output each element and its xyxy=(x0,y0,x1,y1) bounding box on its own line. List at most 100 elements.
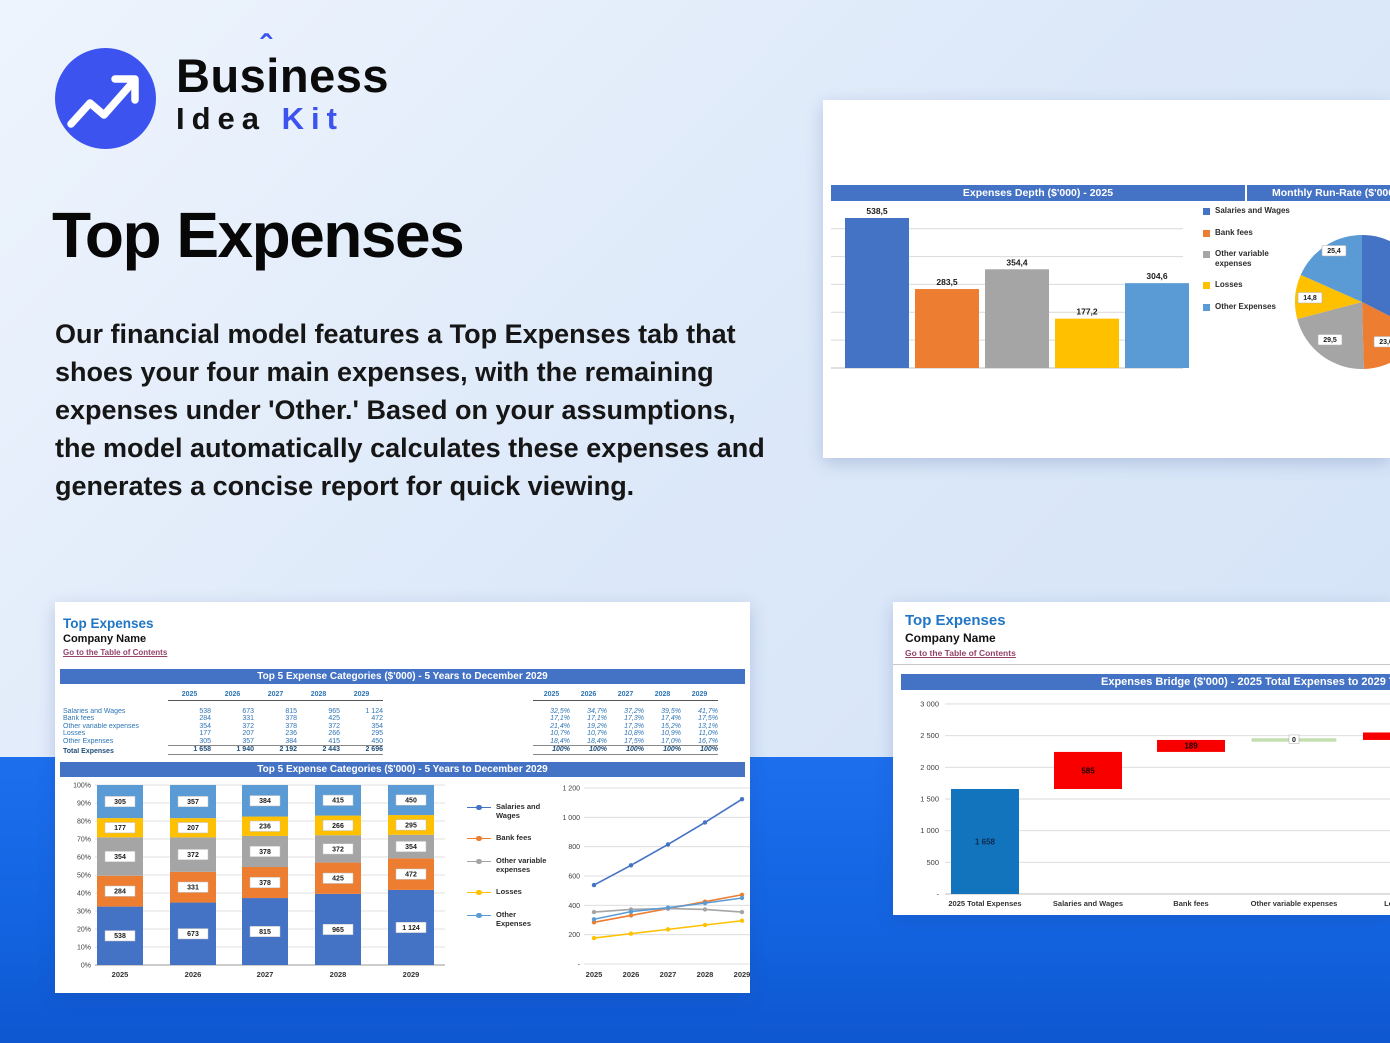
svg-text:Salaries and Wages: Salaries and Wages xyxy=(1053,899,1123,908)
svg-text:177,2: 177,2 xyxy=(1076,307,1098,317)
svg-text:2026: 2026 xyxy=(623,970,640,979)
svg-text:30%: 30% xyxy=(77,909,91,916)
svg-text:965: 965 xyxy=(332,927,344,934)
svg-text:538,5: 538,5 xyxy=(866,206,888,216)
legend-label: Other Expenses xyxy=(496,910,532,928)
svg-text:177: 177 xyxy=(114,825,126,832)
legend-item: Salaries and Wages xyxy=(467,802,553,820)
pie-slice-Other Expenses xyxy=(1300,235,1362,302)
svg-text:800: 800 xyxy=(568,844,580,851)
svg-text:60%: 60% xyxy=(77,855,91,862)
legend-label: Losses xyxy=(496,887,522,896)
table-of-contents-link[interactable]: Go to the Table of Contents xyxy=(63,648,168,657)
svg-text:2028: 2028 xyxy=(330,970,347,979)
screenshot-top5-categories: Top Expenses Company Name Go to the Tabl… xyxy=(55,602,750,993)
expenses-bridge-waterfall-chart: 3 000 2 500 2 000 1 500 1 000 500 - 1 658 2025 T… xyxy=(920,699,1390,908)
brand-logo: Bus ˆ iness Idea Kit xyxy=(176,29,389,136)
table-total-row: Total Expenses 1 658 1 940 2 192 2 443 2 696 1… xyxy=(63,744,718,755)
legend-item: Bank fees xyxy=(467,833,553,843)
svg-text:2027: 2027 xyxy=(257,970,274,979)
svg-text:384: 384 xyxy=(259,798,271,805)
company-name: Company Name xyxy=(905,631,996,645)
svg-text:425: 425 xyxy=(332,876,344,883)
svg-text:50%: 50% xyxy=(77,873,91,880)
svg-text:1 000: 1 000 xyxy=(920,826,939,835)
waterfall-bar-Losses xyxy=(1363,732,1390,740)
legend-label: Salaries and Wages xyxy=(496,802,541,820)
table-title: Top 5 Expense Categories ($'000) - 5 Yea… xyxy=(60,669,745,684)
legend-item: Salaries and Wages xyxy=(1203,206,1301,216)
bar-chart-title: Expenses Depth ($'000) - 2025 xyxy=(831,185,1245,201)
svg-text:500: 500 xyxy=(926,858,939,867)
waterfall-bar-Salaries and Wages xyxy=(1054,751,1122,789)
svg-text:304,6: 304,6 xyxy=(1146,271,1168,281)
legend-label: Bank fees xyxy=(496,833,532,842)
legend-item: Bank fees xyxy=(1203,228,1301,238)
svg-text:Losses: Losses xyxy=(1384,899,1390,908)
svg-text:295: 295 xyxy=(405,822,417,829)
legend-label: Other variable expenses xyxy=(1215,249,1269,268)
waterfall-bar-Bank fees xyxy=(1157,739,1225,752)
svg-text:266: 266 xyxy=(332,823,344,830)
table-row: Salaries and Wages 538 673 815 965 1 124 32,5%… xyxy=(63,707,718,715)
legend-label: Bank fees xyxy=(1215,227,1253,237)
legend-label: Other Expenses xyxy=(1215,301,1276,311)
svg-text:Bank fees: Bank fees xyxy=(1173,899,1208,908)
hero-paragraph: Our financial model features a Top Expen… xyxy=(55,319,765,501)
svg-text:284: 284 xyxy=(114,889,126,896)
page-title: Top Expenses xyxy=(52,199,465,271)
svg-text:378: 378 xyxy=(259,880,271,887)
legend-marker-icon xyxy=(467,857,491,866)
svg-text:23,6: 23,6 xyxy=(1379,339,1390,346)
svg-text:354,4: 354,4 xyxy=(1006,257,1028,267)
svg-text:331: 331 xyxy=(187,885,199,892)
top5-line-chart: 1 200 1 000 800 600 400 200 -2025 2026 2027 2028 2… xyxy=(562,786,750,980)
svg-text:90%: 90% xyxy=(77,801,91,808)
svg-text:1 658: 1 658 xyxy=(975,837,996,846)
bar-Bank fees xyxy=(915,289,979,368)
top5-stacked-bar-chart: 100% 90% 80% 70% 60% 50% 40% 30% 20% 10% 0% 538 284 3… xyxy=(73,783,445,979)
legend-marker-icon xyxy=(467,911,491,920)
legend-marker-icon xyxy=(1203,282,1210,290)
svg-text:472: 472 xyxy=(405,872,417,879)
svg-text:2025 Total Expenses: 2025 Total Expenses xyxy=(948,899,1021,908)
logo-wordmark: Bus ˆ iness xyxy=(176,29,389,102)
svg-text:600: 600 xyxy=(568,874,580,881)
pie-slice-Bank fees xyxy=(1362,302,1390,369)
svg-text:378: 378 xyxy=(259,849,271,856)
svg-text:0%: 0% xyxy=(81,963,91,970)
legend-marker-icon xyxy=(467,888,491,897)
table-of-contents-link[interactable]: Go to the Table of Contents xyxy=(905,648,1016,658)
svg-text:372: 372 xyxy=(332,846,344,853)
svg-text:673: 673 xyxy=(187,931,199,938)
sheet-title: Top Expenses xyxy=(63,616,154,631)
svg-text:3 000: 3 000 xyxy=(920,699,939,708)
svg-text:400: 400 xyxy=(568,903,580,910)
legend-label: Losses xyxy=(1215,280,1243,290)
svg-text:20%: 20% xyxy=(77,927,91,934)
legend-marker-icon xyxy=(467,803,491,812)
pie-slice-Salaries and Wages xyxy=(1362,235,1390,317)
legend-item: Losses xyxy=(1203,280,1301,290)
svg-text:1 500: 1 500 xyxy=(920,794,939,803)
screenshot-expenses-bridge: Top Expenses Company Name Go to the Tabl… xyxy=(893,602,1390,915)
legend-label: Salaries and Wages xyxy=(1215,206,1290,215)
svg-text:2027: 2027 xyxy=(660,970,677,979)
legend-item: Losses xyxy=(467,887,553,897)
svg-text:2028: 2028 xyxy=(697,970,714,979)
svg-text:100%: 100% xyxy=(73,783,91,790)
bar-Salaries and Wages xyxy=(845,218,909,368)
stacked-chart-legend: Salaries and Wages Bank fees Other variabl… xyxy=(467,802,553,941)
bar-Other Expenses xyxy=(1125,283,1189,368)
svg-text:357: 357 xyxy=(187,799,199,806)
svg-text:372: 372 xyxy=(187,852,199,859)
svg-text:1 000: 1 000 xyxy=(562,815,580,822)
svg-text:-: - xyxy=(937,890,940,899)
svg-text:0: 0 xyxy=(1292,737,1296,744)
svg-text:2 000: 2 000 xyxy=(920,763,939,772)
svg-text:29,5: 29,5 xyxy=(1323,337,1337,344)
logo-subline: Idea Kit xyxy=(176,101,344,136)
svg-text:2025: 2025 xyxy=(112,970,129,979)
svg-text:2025: 2025 xyxy=(586,970,603,979)
